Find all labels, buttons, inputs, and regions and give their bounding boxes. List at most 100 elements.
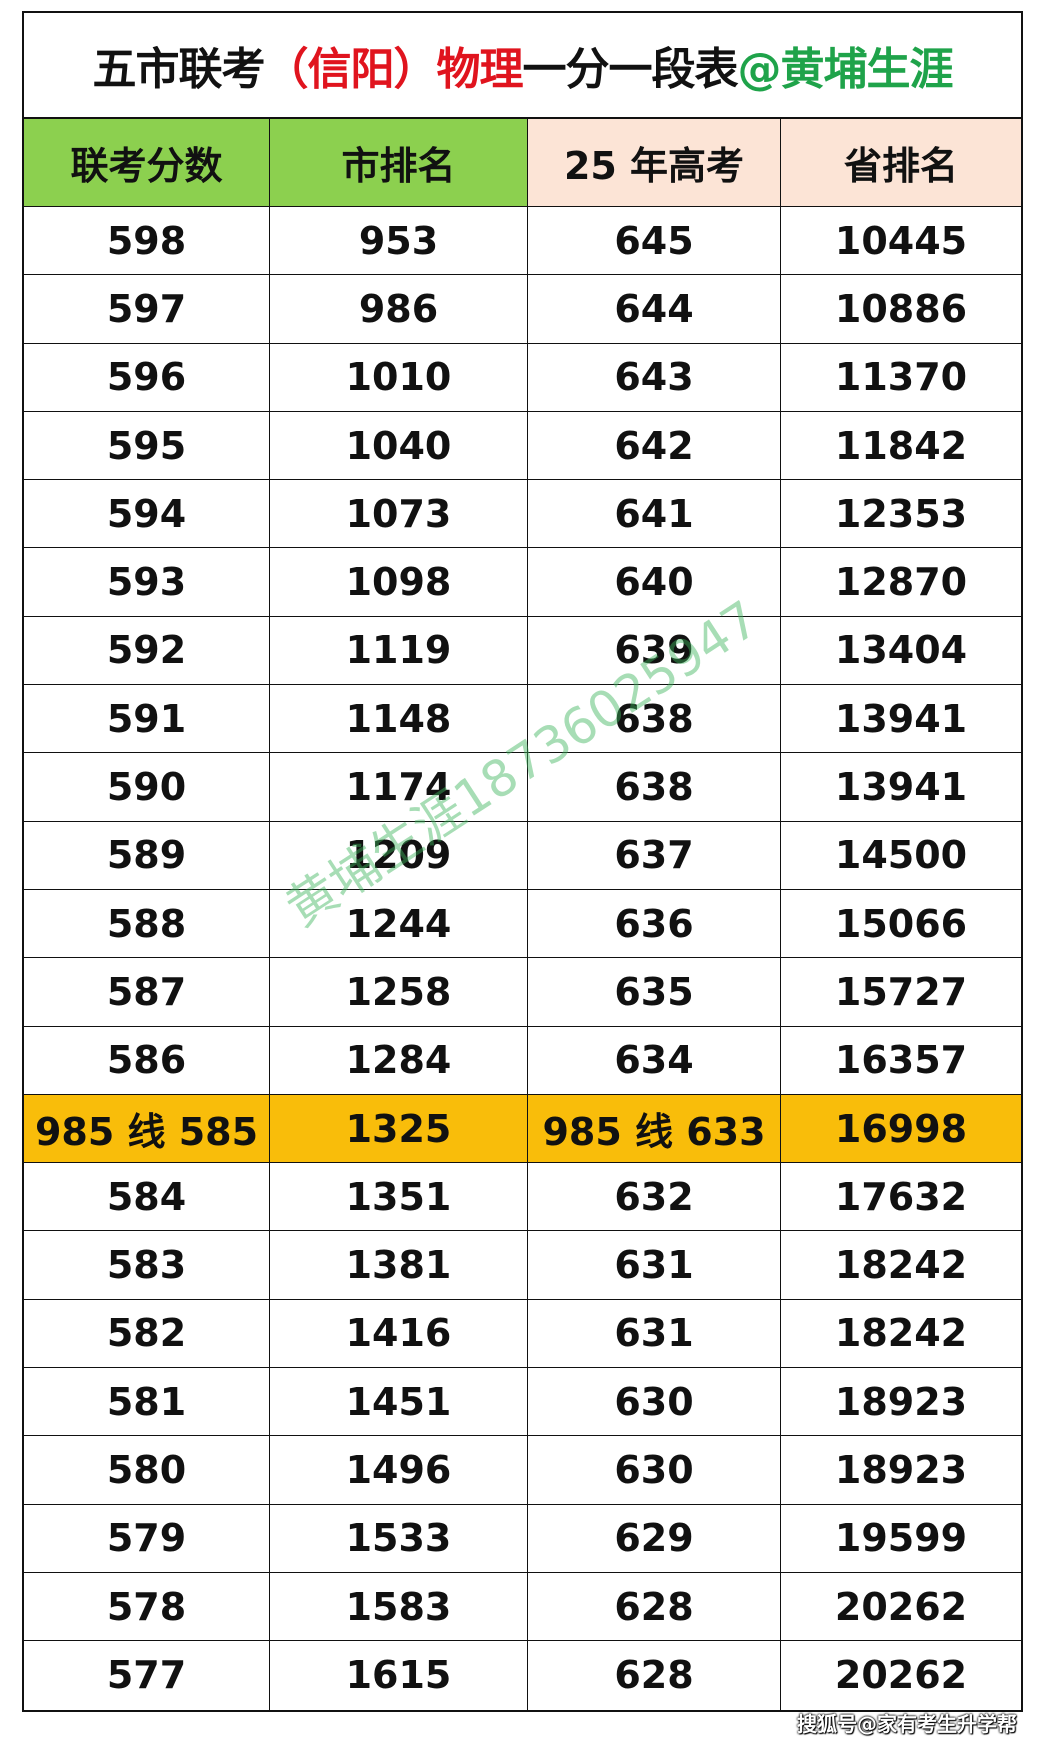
table-cell: 1496: [270, 1436, 528, 1504]
table-row: 592 1119 639 13404: [24, 616, 1021, 686]
table-cell: 13941: [834, 765, 968, 810]
table-cell: 581: [24, 1368, 270, 1436]
table-cell: 1325: [270, 1094, 528, 1163]
table-row: 582 1416 631 18242: [24, 1299, 1021, 1369]
table-cell: 19599: [834, 1516, 968, 1561]
table-cell: 1533: [270, 1504, 528, 1572]
table-cell: 630: [528, 1368, 781, 1436]
table-cell: 639: [528, 616, 781, 685]
table-cell: 638: [528, 685, 781, 753]
table-cell: 645: [528, 207, 781, 275]
table-cell: 595: [24, 411, 270, 480]
table-cell: 1583: [270, 1572, 528, 1641]
table-cell: 637: [528, 821, 781, 889]
table-row: 578 1583 628 20262: [24, 1572, 1021, 1642]
table-cell: 1098: [270, 548, 528, 616]
table-cell: 578: [24, 1572, 270, 1641]
table-cell: 13941: [834, 696, 968, 741]
table-cell: 1416: [270, 1299, 528, 1368]
table-cell: 18923: [834, 1379, 968, 1424]
table-row: 596 1010 643 11370: [24, 343, 1021, 412]
table-cell: 1258: [270, 958, 528, 1026]
table-cell: 15727: [834, 969, 968, 1014]
table-cell: 582: [24, 1299, 270, 1368]
table-cell: 629: [528, 1504, 781, 1572]
table-cell: 1615: [270, 1641, 528, 1710]
table-cell: 18242: [834, 1243, 968, 1288]
footer-credit: 搜狐号@家有考生升学帮: [797, 1712, 1017, 1736]
table-cell: 577: [24, 1641, 270, 1710]
table-cell: 638: [528, 753, 781, 821]
title-part: 五市联考: [92, 44, 266, 95]
table-cell: 985 线 585: [24, 1094, 270, 1163]
table-row: 591 1148 638 13941: [24, 685, 1021, 754]
table-cell: 596: [24, 343, 270, 411]
table-cell: 1119: [270, 616, 528, 685]
header-cell: 25 年高考: [528, 119, 781, 206]
table-cell: 641: [528, 480, 781, 548]
table-row: 584 1351 632 17632: [24, 1163, 1021, 1232]
table-cell: 14500: [834, 833, 968, 878]
table-cell: 644: [528, 275, 781, 343]
table-cell: 15066: [834, 901, 968, 946]
header-cell: 省排名: [781, 119, 1021, 206]
table-row: 581 1451 630 18923: [24, 1368, 1021, 1437]
table-row: 598 953 645 10445: [24, 207, 1021, 276]
table-row: 595 1040 642 11842: [24, 411, 1021, 481]
table-cell: 642: [528, 411, 781, 480]
table-cell: 1174: [270, 753, 528, 821]
table-cell: 1284: [270, 1026, 528, 1094]
table-cell: 17632: [834, 1174, 968, 1219]
header-cell: 市排名: [270, 119, 528, 206]
table-cell: 579: [24, 1504, 270, 1572]
table-cell: 1244: [270, 889, 528, 958]
table-cell: 587: [24, 958, 270, 1026]
table-cell: 594: [24, 480, 270, 548]
table-cell: 631: [528, 1231, 781, 1299]
table-cell: 636: [528, 889, 781, 958]
table-title: 五市联考 （信阳）物理 一分一段表 @黄埔生涯: [24, 13, 1021, 119]
table-row: 588 1244 636 15066: [24, 889, 1021, 959]
table-cell: 11370: [834, 355, 968, 400]
table-cell: 18242: [834, 1311, 968, 1356]
table-cell: 20262: [834, 1584, 968, 1629]
table-cell: 12870: [834, 560, 968, 605]
table-cell: 1073: [270, 480, 528, 548]
table-row: 590 1174 638 13941: [24, 753, 1021, 822]
table-row: 586 1284 634 16357: [24, 1026, 1021, 1095]
header-cell: 联考分数: [24, 119, 270, 206]
table-cell: 12353: [834, 491, 968, 536]
table-cell: 1451: [270, 1368, 528, 1436]
table-cell: 1148: [270, 685, 528, 753]
table-cell: 591: [24, 685, 270, 753]
table-row: 583 1381 631 18242: [24, 1231, 1021, 1300]
title-part: （信阳）物理: [264, 44, 524, 95]
table-row: 597 986 644 10886: [24, 275, 1021, 344]
table-cell: 628: [528, 1572, 781, 1641]
table-cell: 634: [528, 1026, 781, 1094]
table-cell: 1381: [270, 1231, 528, 1299]
table-cell: 953: [270, 207, 528, 275]
table-cell: 628: [528, 1641, 781, 1710]
table-row: 587 1258 635 15727: [24, 958, 1021, 1027]
table-cell: 20262: [834, 1653, 968, 1698]
table-cell: 10445: [834, 218, 968, 263]
table-row: 594 1073 641 12353: [24, 480, 1021, 549]
table-cell: 18923: [834, 1447, 968, 1492]
table-cell: 1040: [270, 411, 528, 480]
table-cell: 13404: [834, 628, 968, 673]
table-cell: 580: [24, 1436, 270, 1504]
table-cell: 632: [528, 1163, 781, 1231]
table-row: 580 1496 630 18923: [24, 1436, 1021, 1505]
table-cell: 588: [24, 889, 270, 958]
table-cell: 640: [528, 548, 781, 616]
table-cell: 598: [24, 207, 270, 275]
score-rank-table: 五市联考 （信阳）物理 一分一段表 @黄埔生涯 联考分数 市排名 25 年高考 …: [22, 11, 1023, 1712]
table-cell: 16357: [834, 1038, 968, 1083]
table-cell: 986: [270, 275, 528, 343]
table-cell: 630: [528, 1436, 781, 1504]
table-cell: 16998: [781, 1094, 1021, 1163]
table-cell: 583: [24, 1231, 270, 1299]
table-cell: 597: [24, 275, 270, 343]
table-cell: 11842: [834, 423, 968, 468]
